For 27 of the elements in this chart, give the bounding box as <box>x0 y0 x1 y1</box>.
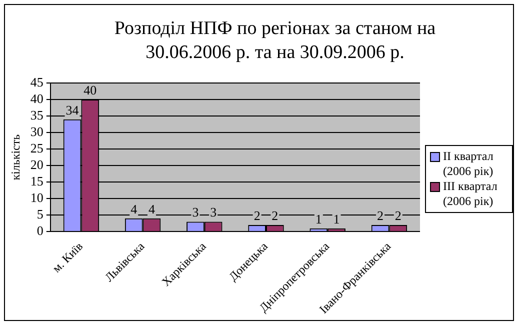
y-tick-label: 0 <box>36 223 44 238</box>
y-tick-label: 5 <box>36 206 44 222</box>
data-label: 40 <box>84 82 97 98</box>
y-tick-label: 25 <box>30 140 44 156</box>
y-tick-label: 45 <box>30 74 44 90</box>
chart-title: Розподіл НПФ по регіонах за станом на 30.06.2006 р. та на 30.09.2006 р. <box>113 17 437 65</box>
data-label: 2 <box>272 208 278 223</box>
data-label: 34 <box>66 102 80 118</box>
y-tick-label: 30 <box>30 124 44 139</box>
data-label: 2 <box>254 208 260 223</box>
legend-label: II квартал (2006 рік) <box>443 149 494 179</box>
data-label: 1 <box>333 211 340 226</box>
data-label: 4 <box>130 201 138 216</box>
data-label: 2 <box>377 208 384 223</box>
data-label: 1 <box>315 211 322 226</box>
y-tick-label: 40 <box>30 90 44 106</box>
y-tick-label: 20 <box>30 156 44 172</box>
x-tick-label: м. Київ <box>49 238 86 276</box>
y-axis-title: кількість <box>8 134 22 180</box>
legend-label: III квартал (2006 рік) <box>443 179 498 209</box>
y-tick-label: 35 <box>30 107 44 122</box>
y-tick-label: 10 <box>30 190 44 206</box>
data-label: 2 <box>394 208 402 223</box>
data-label: 3 <box>192 204 199 220</box>
data-label: 3 <box>210 204 217 220</box>
data-label: 4 <box>148 201 156 216</box>
y-tick-label: 15 <box>30 174 44 189</box>
